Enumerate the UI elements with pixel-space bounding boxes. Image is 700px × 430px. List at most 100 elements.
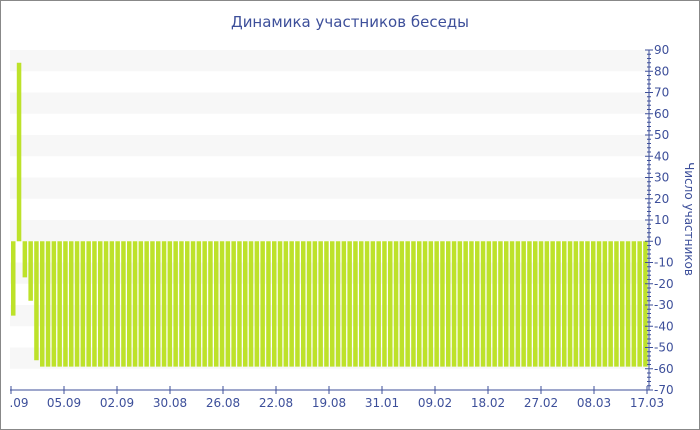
bar <box>156 241 161 367</box>
bar <box>579 241 584 367</box>
bar <box>509 241 515 367</box>
x-tick-label: .09 <box>9 396 28 410</box>
bar <box>161 241 167 367</box>
y-tick-label: -60 <box>654 362 674 376</box>
bar <box>417 241 422 367</box>
y-tick-label: 80 <box>654 64 669 78</box>
y-tick-label: 20 <box>654 192 669 206</box>
bar <box>80 241 86 367</box>
x-tick-label: 22.08 <box>259 396 293 410</box>
bar <box>144 241 149 367</box>
bar <box>335 241 341 367</box>
y-tick-label: 10 <box>654 213 669 227</box>
bar <box>347 241 352 367</box>
bar <box>556 241 561 367</box>
x-tick-label: 19.08 <box>312 396 346 410</box>
bar <box>602 241 608 367</box>
grid-band <box>10 135 650 157</box>
bar <box>364 241 370 367</box>
bar <box>527 241 532 367</box>
bar <box>57 241 62 367</box>
bar <box>573 241 579 367</box>
bar <box>289 241 294 367</box>
bar <box>428 241 434 367</box>
y-tick-label: 40 <box>654 149 669 163</box>
bar <box>214 241 219 367</box>
y-tick-label: -30 <box>654 298 674 312</box>
x-tick-label: 27.02 <box>524 396 558 410</box>
bar <box>127 241 132 367</box>
x-tick-label: 26.08 <box>206 396 240 410</box>
bar <box>492 241 497 367</box>
bar <box>190 241 196 367</box>
bar <box>40 241 45 367</box>
y-tick-label: 90 <box>654 43 669 57</box>
y-tick-label: 0 <box>654 234 662 248</box>
bar <box>231 241 236 367</box>
bar <box>469 241 474 367</box>
bar <box>74 241 80 367</box>
x-tick-label: 09.02 <box>418 396 452 410</box>
grid-band <box>10 92 650 114</box>
bar <box>22 241 28 278</box>
bar <box>196 241 202 367</box>
bar <box>370 241 376 367</box>
bar <box>248 241 254 367</box>
bar <box>451 241 457 367</box>
bar <box>202 241 207 367</box>
bar <box>301 241 306 367</box>
bar <box>138 241 144 367</box>
bar <box>237 241 242 367</box>
bar <box>324 241 329 367</box>
y-tick-label: -10 <box>654 256 674 270</box>
bar <box>498 241 503 367</box>
grid-band <box>10 177 650 199</box>
bar <box>225 241 231 367</box>
bar <box>614 241 619 367</box>
bar <box>434 241 439 367</box>
bar <box>173 241 178 367</box>
bar <box>480 241 486 367</box>
bar <box>208 241 213 367</box>
bar <box>312 241 318 367</box>
bar <box>132 241 138 367</box>
bar <box>637 241 642 367</box>
bar <box>446 241 451 367</box>
y-tick-label: -40 <box>654 319 674 333</box>
bar <box>388 241 393 367</box>
bar <box>330 241 335 367</box>
y-tick-label: 70 <box>654 86 669 100</box>
bar <box>69 241 74 367</box>
x-tick-label: 02.09 <box>100 396 134 410</box>
bar <box>625 241 631 367</box>
bar <box>11 241 16 316</box>
bar <box>515 241 521 367</box>
x-tick-label: 31.01 <box>365 396 399 410</box>
bar <box>596 241 602 367</box>
bar <box>16 62 22 242</box>
bar <box>115 241 120 367</box>
bar <box>306 241 312 367</box>
bar <box>185 241 190 367</box>
bar <box>382 241 387 367</box>
bar <box>121 241 126 367</box>
bar <box>51 241 57 367</box>
bar <box>167 241 173 367</box>
y-tick-label: -70 <box>654 383 674 397</box>
bar <box>631 241 637 367</box>
bar <box>98 241 103 367</box>
bar <box>219 241 225 367</box>
bar <box>393 241 399 367</box>
y-tick-label: 30 <box>654 171 669 185</box>
bar <box>266 241 271 367</box>
bar <box>109 241 115 367</box>
y-tick-label: 60 <box>654 107 669 121</box>
bar <box>34 241 39 361</box>
bar <box>538 241 544 367</box>
y-tick-label: 50 <box>654 128 669 142</box>
bar <box>260 241 265 367</box>
bar <box>376 241 381 367</box>
bar <box>45 241 51 367</box>
y-axis-label: Число участников <box>682 162 696 276</box>
bar <box>591 241 596 367</box>
